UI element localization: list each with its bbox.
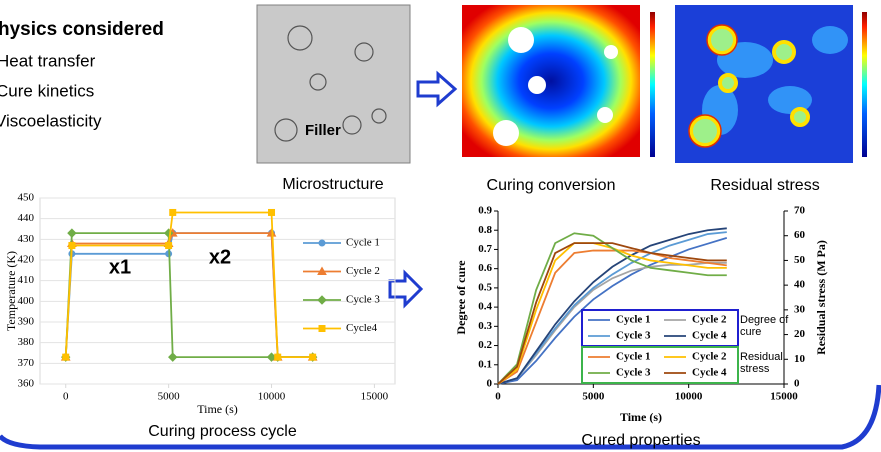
frame-border (0, 385, 879, 447)
y-tick-label: 430 (18, 233, 35, 245)
legend-label: Cycle 3 (346, 294, 380, 306)
stress-map (675, 5, 867, 163)
x-tick-label: 10000 (258, 391, 286, 403)
marker (169, 353, 177, 361)
y-tick-label: 0.3 (478, 320, 492, 332)
y2-tick-label: 60 (794, 229, 806, 241)
panel-caption: Residual stress (710, 177, 819, 194)
marker (275, 354, 281, 360)
y-tick-label: 390 (18, 316, 35, 328)
marker (318, 296, 326, 304)
y2-tick-label: 10 (794, 353, 806, 365)
marker (319, 326, 325, 332)
marker (319, 240, 325, 246)
y-tick-label: 370 (18, 357, 35, 369)
header-item: Viscoelasticity (0, 111, 102, 130)
y2-tick-label: 70 (794, 205, 806, 217)
legend-label: Cycle 3 (616, 330, 651, 342)
curing-map (462, 5, 655, 157)
y-tick-label: 410 (18, 274, 35, 286)
annotation: x2 (209, 246, 231, 268)
marker (166, 243, 172, 249)
y-tick-label: 0.2 (478, 339, 492, 351)
header-item: Cure kinetics (0, 81, 94, 100)
y-tick-label: 0.8 (478, 224, 492, 236)
y2-tick-label: 50 (794, 254, 806, 266)
legend-group-title: Residual stress (740, 351, 792, 375)
y2-tick-label: 0 (794, 378, 800, 390)
y-tick-label: 360 (18, 378, 35, 390)
y-tick-label: 0.1 (478, 358, 492, 370)
legend-label: Cycle 4 (692, 330, 727, 342)
legend-group-title: Degree of cure (740, 314, 792, 338)
panel-caption: Microstructure (282, 176, 383, 193)
y-axis-title: Temperature (K) (4, 251, 18, 331)
marker (170, 209, 176, 215)
legend-label: Cycle 1 (346, 237, 380, 249)
y-axis-title: Degree of cure (454, 260, 468, 335)
y-tick-label: 420 (18, 254, 35, 266)
x-tick-label: 15000 (770, 391, 798, 403)
marker (63, 354, 69, 360)
x-tick-label: 15000 (361, 391, 389, 403)
header-item: Heat transfer (0, 51, 96, 70)
annotation: x1 (109, 256, 131, 278)
marker (269, 209, 275, 215)
y-tick-label: 0.7 (478, 243, 492, 255)
marker (68, 229, 76, 237)
marker (69, 243, 75, 249)
figure-canvas: hysics considered Heat transfer Cure kin… (0, 0, 881, 452)
y2-tick-label: 40 (794, 279, 806, 291)
legend-label: Cycle 2 (346, 265, 380, 277)
panel-caption: Curing conversion (487, 177, 616, 194)
x-axis-title: Time (s) (197, 402, 238, 416)
header-title: hysics considered (0, 19, 164, 40)
microstructure: Filler (257, 5, 410, 163)
arrow (418, 74, 455, 104)
y-tick-label: 450 (18, 192, 35, 204)
y2-tick-label: 30 (794, 303, 806, 315)
y2-tick-label: 20 (794, 328, 806, 340)
x-tick-label: 5000 (158, 391, 181, 403)
chart-caption: Curing process cycle (148, 423, 297, 440)
y-tick-label: 400 (18, 295, 35, 307)
y-tick-label: 0 (487, 378, 493, 390)
plot-frame (40, 198, 395, 384)
y-tick-label: 0.4 (478, 301, 492, 313)
series-line (66, 212, 313, 357)
y-tick-label: 0.6 (478, 262, 492, 274)
y-tick-label: 0.5 (478, 281, 492, 293)
x-tick-label: 0 (63, 391, 69, 403)
figure: hysics considered Heat transfer Cure kin… (0, 0, 881, 452)
y-tick-label: 0.9 (478, 205, 492, 217)
y-tick-label: 440 (18, 212, 35, 224)
legend-label: Cycle 2 (692, 351, 727, 363)
legend-label: Cycle 3 (616, 367, 651, 379)
marker (310, 354, 316, 360)
x-axis-title: Time (s) (620, 410, 662, 424)
filler-label: Filler (305, 122, 341, 139)
y-tick-label: 380 (18, 336, 35, 348)
y2-axis-title: Residual stress (M Pa) (814, 240, 828, 355)
legend-label: Cycle 4 (692, 367, 727, 379)
x-tick-label: 10000 (675, 391, 703, 403)
x-tick-label: 5000 (582, 391, 605, 403)
x-tick-label: 0 (495, 391, 501, 403)
legend-label: Cycle 1 (616, 314, 651, 326)
chart-caption: Cured properties (581, 432, 700, 449)
legend-label: Cycle4 (346, 322, 378, 334)
legend-label: Cycle 2 (692, 314, 727, 326)
legend-label: Cycle 1 (616, 351, 651, 363)
